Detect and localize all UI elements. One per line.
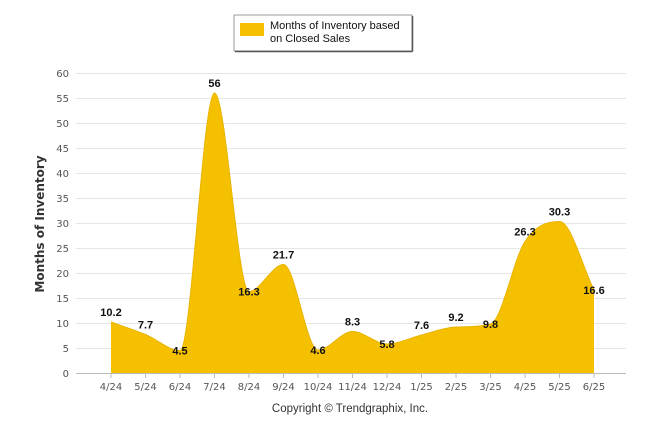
copyright-credit: Copyright © Trendgraphix, Inc. bbox=[272, 403, 428, 415]
data-label: 16.6 bbox=[583, 285, 604, 297]
x-tick-label: 5/25 bbox=[548, 382, 570, 393]
data-label: 21.7 bbox=[273, 250, 294, 262]
x-tick-label: 12/24 bbox=[373, 382, 402, 393]
x-tick-label: 6/24 bbox=[169, 382, 191, 393]
y-tick-label: 45 bbox=[56, 144, 69, 155]
legend[interactable]: Months of Inventory based on Closed Sale… bbox=[233, 14, 414, 53]
data-label: 7.7 bbox=[138, 320, 153, 332]
y-tick-label: 40 bbox=[56, 169, 69, 180]
data-label: 10.2 bbox=[100, 307, 121, 319]
legend-label-line-2: on Closed Sales bbox=[270, 33, 351, 45]
series-line bbox=[110, 92, 595, 352]
axis-layer: 0 5 10 15 20 25 30 35 40 45 50 55 60 4/24 5/24 6/24 7/24… bbox=[56, 69, 626, 393]
y-tick-label: 5 bbox=[63, 344, 69, 355]
y-tick-label: 15 bbox=[56, 294, 69, 305]
x-tick-label: 8/24 bbox=[238, 382, 260, 393]
data-label: 9.8 bbox=[483, 319, 498, 331]
label-layer: 10.2 7.7 4.5 56 16.3 21.7 4.6 8.3 5.8 7.6 9.2 9.8 26… bbox=[100, 78, 604, 358]
data-label: 56 bbox=[208, 78, 220, 90]
y-tick-label: 20 bbox=[56, 269, 69, 280]
y-tick-label: 55 bbox=[56, 94, 69, 105]
y-tick-label: 60 bbox=[56, 69, 69, 80]
x-tick-label: 1/25 bbox=[410, 382, 432, 393]
y-tick-label: 25 bbox=[56, 244, 69, 255]
y-tick-label: 35 bbox=[56, 194, 69, 205]
legend-label-line-1: Months of Inventory based bbox=[270, 20, 400, 32]
x-tick-label: 5/24 bbox=[134, 382, 156, 393]
data-label: 7.6 bbox=[414, 320, 429, 332]
legend-swatch bbox=[240, 23, 264, 36]
y-tick-label: 50 bbox=[56, 119, 69, 130]
y-tick-label: 30 bbox=[56, 219, 69, 230]
data-label: 26.3 bbox=[514, 227, 535, 239]
x-tick-label: 4/24 bbox=[100, 382, 122, 393]
data-label: 30.3 bbox=[549, 207, 570, 219]
x-tick-label: 4/25 bbox=[514, 382, 536, 393]
y-tick-label: 10 bbox=[56, 319, 69, 330]
x-tick-label: 2/25 bbox=[445, 382, 467, 393]
area-layer bbox=[110, 92, 595, 373]
x-tick-label: 10/24 bbox=[304, 382, 333, 393]
data-label: 16.3 bbox=[238, 287, 259, 299]
x-tick-label: 9/24 bbox=[272, 382, 294, 393]
x-tick-label: 6/25 bbox=[583, 382, 605, 393]
series-area bbox=[111, 93, 594, 373]
data-label: 9.2 bbox=[448, 312, 463, 324]
y-tick-label: 0 bbox=[63, 369, 69, 380]
data-label: 4.6 bbox=[310, 345, 325, 357]
data-label: 8.3 bbox=[345, 317, 360, 329]
data-label: 5.8 bbox=[379, 339, 394, 351]
x-tick-label: 11/24 bbox=[338, 382, 367, 393]
grid-layer bbox=[76, 73, 626, 349]
x-tick-label: 3/25 bbox=[479, 382, 501, 393]
data-label: 4.5 bbox=[172, 346, 187, 358]
y-axis-title: Months of Inventory bbox=[33, 155, 47, 292]
x-tick-label: 7/24 bbox=[203, 382, 225, 393]
